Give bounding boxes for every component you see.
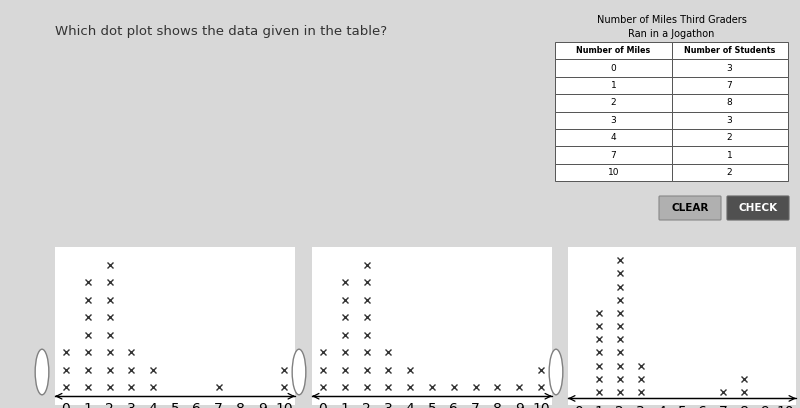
Text: 2: 2 [726, 133, 732, 142]
FancyBboxPatch shape [671, 94, 788, 111]
Text: 3: 3 [726, 116, 733, 125]
FancyBboxPatch shape [671, 111, 788, 129]
Text: CLEAR: CLEAR [671, 203, 709, 213]
FancyBboxPatch shape [671, 77, 788, 94]
Circle shape [549, 349, 563, 395]
FancyBboxPatch shape [555, 94, 671, 111]
FancyBboxPatch shape [555, 129, 671, 146]
Text: 4: 4 [610, 133, 616, 142]
FancyBboxPatch shape [555, 77, 671, 94]
FancyBboxPatch shape [671, 42, 788, 60]
FancyBboxPatch shape [555, 42, 671, 60]
FancyBboxPatch shape [555, 60, 671, 77]
FancyBboxPatch shape [671, 60, 788, 77]
FancyBboxPatch shape [671, 146, 788, 164]
FancyBboxPatch shape [671, 129, 788, 146]
Circle shape [292, 349, 306, 395]
FancyBboxPatch shape [671, 164, 788, 181]
FancyBboxPatch shape [555, 146, 671, 164]
FancyBboxPatch shape [555, 111, 671, 129]
Text: 10: 10 [608, 168, 619, 177]
Text: 3: 3 [726, 64, 733, 73]
Text: 8: 8 [726, 98, 733, 107]
Text: Number of Miles Third Graders
Ran in a Jogathon: Number of Miles Third Graders Ran in a J… [597, 16, 746, 40]
Text: CHECK: CHECK [738, 203, 778, 213]
Circle shape [35, 349, 49, 395]
Text: Number of Miles: Number of Miles [576, 46, 650, 55]
Text: 2: 2 [610, 98, 616, 107]
FancyBboxPatch shape [511, 387, 538, 403]
Text: 1: 1 [726, 151, 733, 160]
Text: 3: 3 [610, 116, 616, 125]
FancyBboxPatch shape [659, 196, 721, 220]
FancyBboxPatch shape [727, 196, 789, 220]
Text: 7: 7 [610, 151, 616, 160]
Text: 1: 1 [610, 81, 616, 90]
FancyBboxPatch shape [555, 164, 671, 181]
Text: 0: 0 [610, 64, 616, 73]
Text: Number of Students: Number of Students [684, 46, 775, 55]
Text: Which dot plot shows the data given in the table?: Which dot plot shows the data given in t… [55, 25, 387, 38]
Text: ◀): ◀) [519, 390, 530, 400]
Text: 2: 2 [726, 168, 732, 177]
Text: 7: 7 [726, 81, 733, 90]
